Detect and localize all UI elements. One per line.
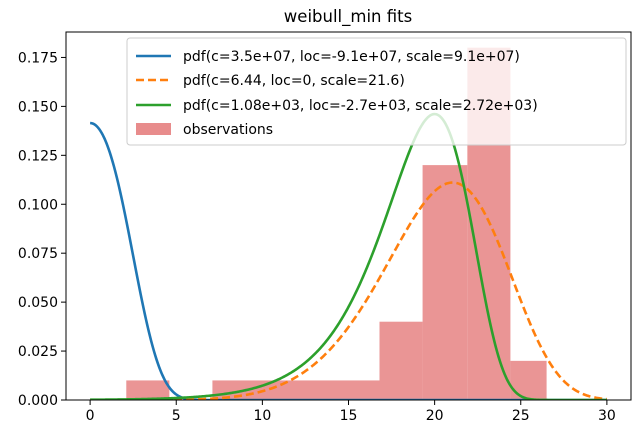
histogram-bar-3	[379, 321, 423, 400]
chart-title: weibull_min fits	[284, 7, 412, 27]
y-tick-label: 0.150	[18, 99, 58, 115]
histogram-bar-2	[212, 380, 380, 400]
legend-label-3: pdf(c=1.08e+03, loc=-2.7e+03, scale=2.72…	[183, 98, 538, 114]
legend-box	[126, 37, 627, 146]
legend-label-2: pdf(c=6.44, loc=0, scale=21.6)	[183, 73, 405, 89]
y-tick-label: 0.175	[18, 50, 58, 66]
y-tick-label: 0.025	[18, 344, 58, 360]
legend-label-1: pdf(c=3.5e+07, loc=-9.1e+07, scale=9.1e+…	[183, 49, 520, 65]
y-tick-label: 0.000	[18, 393, 58, 409]
x-tick-label: 10	[253, 408, 271, 424]
legend-label-observations: observations	[183, 122, 273, 138]
x-tick-label: 30	[598, 408, 616, 424]
legend: pdf(c=3.5e+07, loc=-9.1e+07, scale=9.1e+…	[126, 37, 627, 146]
x-tick-label: 5	[172, 408, 181, 424]
histogram-bar-4	[422, 165, 468, 400]
pdf-curve-1	[90, 121, 607, 400]
pdf-curve-3	[90, 112, 607, 400]
y-tick-label: 0.050	[18, 295, 58, 311]
histogram-bar-1	[126, 380, 170, 400]
x-tick-label: 0	[86, 408, 95, 424]
histogram-bar-6	[510, 360, 547, 400]
y-tick-label: 0.125	[18, 148, 58, 164]
legend-swatch-observations	[136, 123, 171, 135]
x-tick-label: 25	[512, 408, 530, 424]
y-tick-label: 0.100	[18, 197, 58, 213]
x-tick-label: 15	[340, 408, 358, 424]
y-tick-label: 0.075	[18, 246, 58, 262]
x-tick-label: 20	[426, 408, 444, 424]
